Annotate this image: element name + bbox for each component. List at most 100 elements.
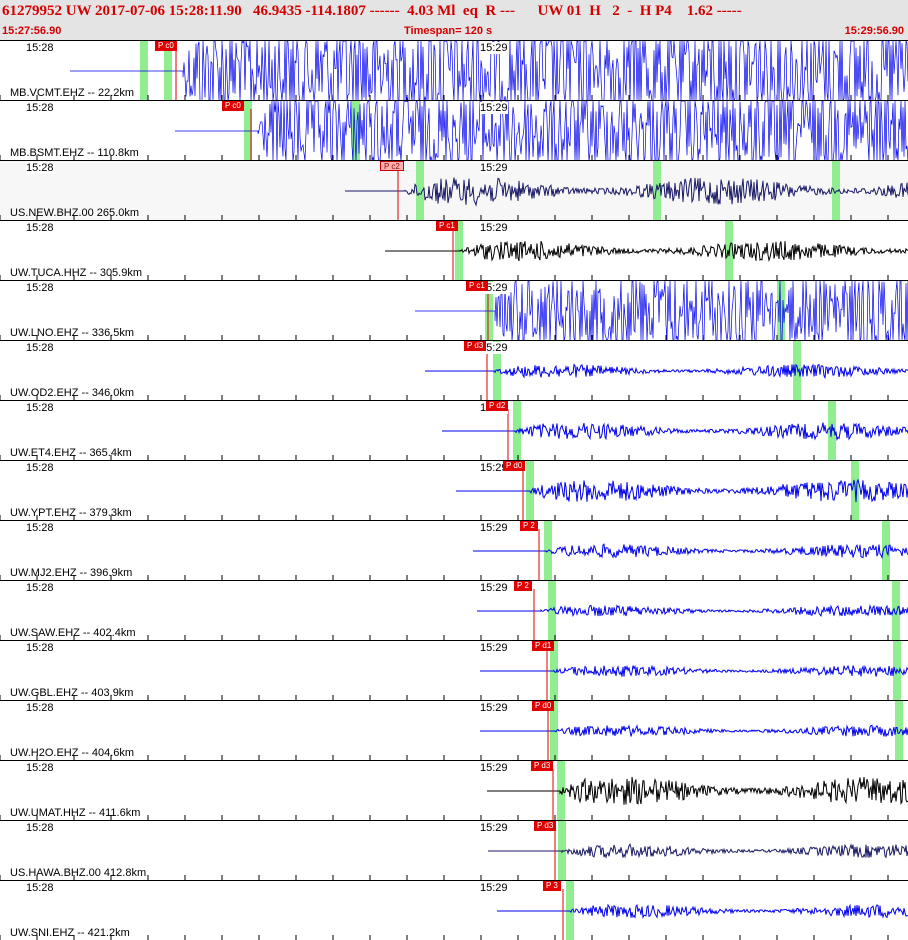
phase-marker	[882, 521, 890, 580]
waveform-canvas	[0, 161, 908, 220]
waveform-canvas	[0, 221, 908, 280]
phase-marker	[777, 281, 785, 340]
trace-panel-uw-umat-hhz-411-6km[interactable]: 15:28 15:29 P d3 UW.UMAT.HHZ -- 411.6km	[0, 760, 908, 820]
time-label-start: 15:28	[26, 282, 54, 294]
timespan-label: Timespan= 120 s	[404, 25, 493, 37]
phase-marker	[244, 101, 252, 160]
phase-marker	[557, 761, 565, 820]
time-label-start: 15:28	[26, 42, 54, 54]
trace-panel-uw-ypt-ehz-379-3km[interactable]: 15:28 15:29 P d0 UW.YPT.EHZ -- 379.3km	[0, 460, 908, 520]
waveform-trace	[480, 724, 908, 737]
time-label-mid: 15:29	[480, 702, 508, 714]
phase-marker	[653, 161, 661, 220]
pick-flag[interactable]: P d0	[503, 461, 526, 471]
waveform-canvas	[0, 101, 908, 160]
pick-flag[interactable]: P c0	[155, 41, 177, 51]
time-label-mid: 15:29	[480, 462, 508, 474]
waveform-canvas	[0, 821, 908, 880]
pick-flag[interactable]: P c1	[436, 221, 458, 231]
trace-panel-uw-sni-ehz-421-2km[interactable]: 15:28 15:29 P 3 UW.SNI.EHZ -- 421.2km	[0, 880, 908, 940]
pick-flag[interactable]: P d3	[531, 761, 554, 771]
phase-marker	[892, 581, 900, 640]
time-label-start: 15:28	[26, 642, 54, 654]
station-label: UW.GBL.EHZ -- 403.9km	[10, 687, 134, 699]
pick-flag[interactable]: P d2	[486, 401, 509, 411]
trace-panel-uw-lno-ehz-336-5km[interactable]: 15:28 15:29 P c1 UW.LNO.EHZ -- 336.5km	[0, 280, 908, 340]
event-summary: 61279952 UW 2017-07-06 15:28:11.90 46.94…	[2, 3, 742, 19]
time-label-mid: 15:29	[480, 102, 508, 114]
time-label-start: 15:28	[26, 762, 54, 774]
waveform-canvas	[0, 461, 908, 520]
station-label: US.HAWA.BHZ.00 412.8km	[10, 867, 147, 879]
station-label: UW.TUCA.HHZ -- 305.9km	[10, 267, 143, 279]
pick-flag[interactable]: P d3	[464, 341, 487, 351]
trace-panel-us-hawa-bhz-00-412-8km[interactable]: 15:28 15:29 P d3 US.HAWA.BHZ.00 412.8km	[0, 820, 908, 880]
pick-flag[interactable]: P 3	[543, 881, 561, 891]
station-label: UW.SNI.EHZ -- 421.2km	[10, 927, 130, 939]
end-time: 15:29:56.90	[844, 25, 904, 37]
station-label: UW.YPT.EHZ -- 379.3km	[10, 507, 132, 519]
trace-panel-uw-saw-ehz-402-4km[interactable]: 15:28 15:29 P 2 UW.SAW.EHZ -- 402.4km	[0, 580, 908, 640]
time-label-start: 15:28	[26, 222, 54, 234]
station-label: US.NEW.BHZ.00 265.0km	[10, 207, 139, 219]
trace-panel-uw-od2-ehz-346-0km[interactable]: 15:28 15:29 P d3 UW.OD2.EHZ -- 346.0km	[0, 340, 908, 400]
pick-flag[interactable]: P d1	[532, 641, 555, 651]
pick-flag[interactable]: P c2	[380, 161, 404, 171]
time-label-mid: 15:29	[480, 822, 508, 834]
title-bar: 61279952 UW 2017-07-06 15:28:11.90 46.94…	[0, 0, 908, 41]
waveform-canvas	[0, 401, 908, 460]
time-label-start: 15:28	[26, 402, 54, 414]
waveform-trace	[473, 543, 908, 560]
time-label-mid: 15:29	[480, 642, 508, 654]
time-label-mid: 15:29	[480, 522, 508, 534]
trace-panel-mb-bsmt-ehz-110-8km[interactable]: 15:28 15:29 P c0 MB.BSMT.EHZ -- 110.8km	[0, 100, 908, 160]
pick-flag[interactable]: P c1	[466, 281, 488, 291]
start-time: 15:27:56.90	[2, 25, 62, 37]
phase-marker	[725, 221, 733, 280]
station-label: UW.LNO.EHZ -- 336.5km	[10, 327, 135, 339]
time-label-mid: 15:29	[480, 582, 508, 594]
trace-panel-us-new-bhz-00-265-0km[interactable]: 15:28 15:29 P c2 US.NEW.BHZ.00 265.0km	[0, 160, 908, 220]
waveform-trace	[175, 101, 908, 160]
phase-marker	[164, 41, 172, 100]
waveform-trace	[425, 363, 908, 380]
station-label: UW.SAW.EHZ -- 402.4km	[10, 627, 136, 639]
time-label-start: 15:28	[26, 882, 54, 894]
waveform-canvas	[0, 281, 908, 340]
waveform-trace	[415, 281, 908, 340]
waveform-trace	[487, 776, 908, 806]
pick-flag[interactable]: P 2	[514, 581, 532, 591]
time-label-start: 15:28	[26, 462, 54, 474]
waveform-canvas	[0, 341, 908, 400]
pick-flag[interactable]: P d0	[532, 701, 555, 711]
pick-flag[interactable]: P d3	[534, 821, 557, 831]
pick-flag[interactable]: P c0	[222, 101, 244, 111]
time-label-mid: 15:29	[480, 162, 508, 174]
waveform-trace	[477, 603, 908, 617]
waveform-canvas	[0, 881, 908, 940]
waveform-trace	[442, 422, 908, 442]
waveform-trace	[480, 664, 908, 677]
waveform-canvas	[0, 581, 908, 640]
waveform-trace	[488, 843, 908, 859]
trace-panel-uw-tuca-hhz-305-9km[interactable]: 15:28 15:29 P c1 UW.TUCA.HHZ -- 305.9km	[0, 220, 908, 280]
trace-panel-uw-gbl-ehz-403-9km[interactable]: 15:28 15:29 P d1 UW.GBL.EHZ -- 403.9km	[0, 640, 908, 700]
pick-flag[interactable]: P 2	[520, 521, 538, 531]
time-label-mid: 15:29	[480, 342, 508, 354]
phase-marker	[352, 101, 360, 160]
waveform-trace	[456, 478, 908, 503]
station-label: UW.H2O.EHZ -- 404.6km	[10, 747, 135, 759]
station-label: UW.UMAT.HHZ -- 411.6km	[10, 807, 141, 819]
phase-marker	[140, 41, 148, 100]
seismogram-panels[interactable]: 15:28 15:29 P c0 MB.VCMT.EHZ -- 22.2km 15:28…	[0, 40, 908, 940]
trace-panel-mb-vcmt-ehz-22-2km[interactable]: 15:28 15:29 P c0 MB.VCMT.EHZ -- 22.2km	[0, 40, 908, 100]
time-label-mid: 15:29	[480, 882, 508, 894]
trace-panel-uw-mj2-ehz-396-9km[interactable]: 15:28 15:29 P 2 UW.MJ2.EHZ -- 396.9km	[0, 520, 908, 580]
phase-marker	[828, 401, 836, 460]
trace-panel-uw-h2o-ehz-404-6km[interactable]: 15:28 15:29 P d0 UW.H2O.EHZ -- 404.6km	[0, 700, 908, 760]
waveform-canvas	[0, 701, 908, 760]
station-label: UW.ET4.EHZ -- 365.4km	[10, 447, 132, 459]
waveform-trace	[385, 240, 908, 262]
phase-marker	[895, 701, 903, 760]
